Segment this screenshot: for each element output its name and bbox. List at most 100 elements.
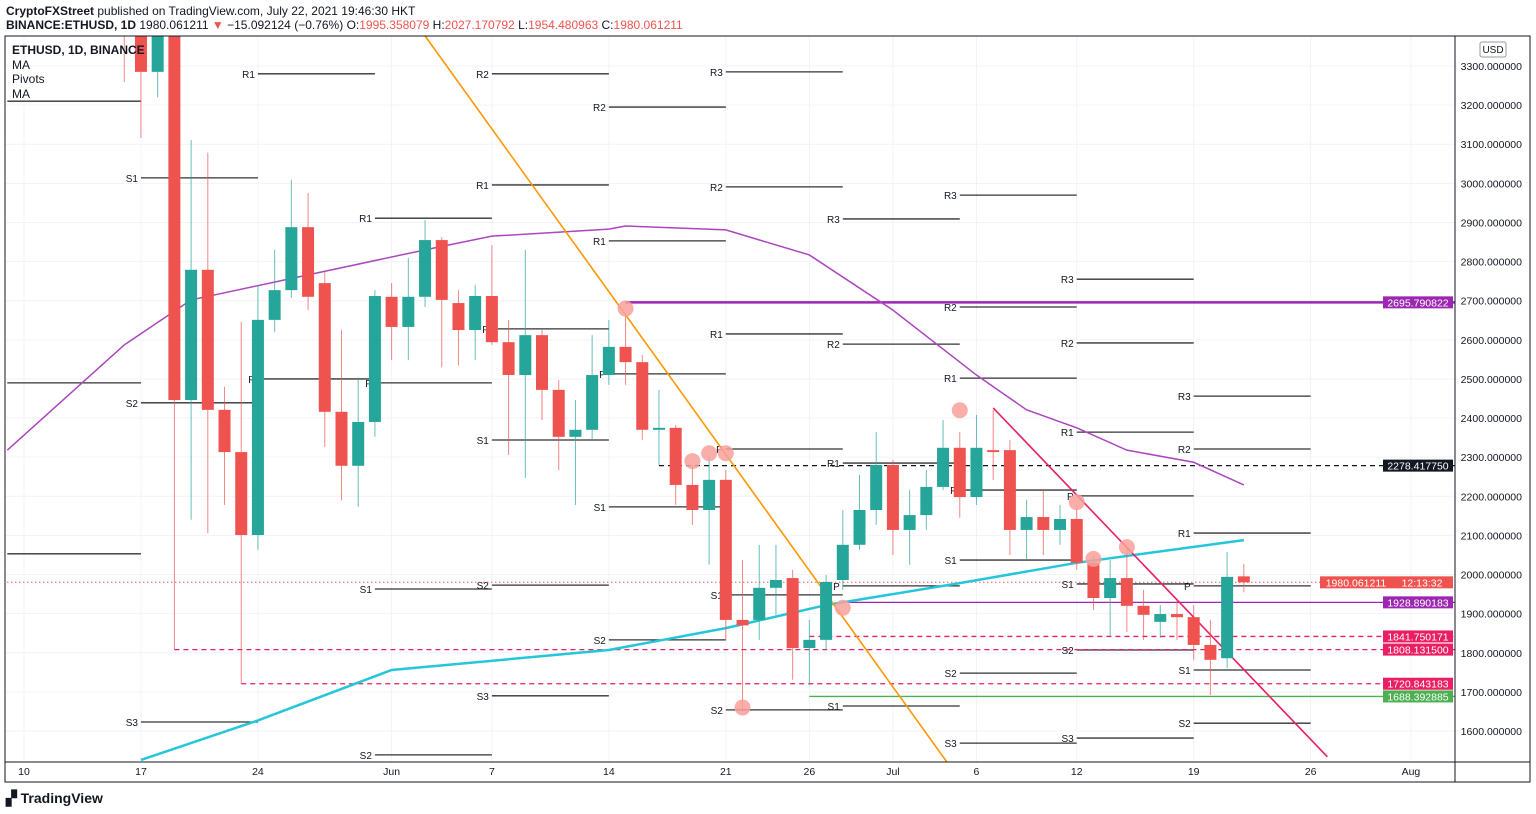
price-tick-label: 2200.000000: [1461, 491, 1522, 503]
price-label-badge: [1383, 690, 1453, 703]
candle-body: [1104, 578, 1117, 599]
high-value: 2027.170792: [444, 18, 515, 32]
price-label: 1928.890183: [1387, 597, 1448, 609]
price-label-badge: [1383, 296, 1453, 309]
signal-marker: [1118, 539, 1135, 556]
currency-label: USD: [1482, 45, 1503, 56]
pivot-label: R1: [1061, 428, 1074, 439]
pivot-label: P: [365, 379, 372, 390]
pivot-label: S1: [828, 702, 841, 713]
candle-body: [686, 484, 699, 510]
pivot-label: R2: [827, 340, 840, 351]
pivot-label: R2: [1061, 339, 1074, 350]
candle-body: [519, 335, 532, 376]
candle-body: [1187, 617, 1200, 645]
publisher: CryptoFXStreet: [6, 4, 95, 18]
low-value: 1954.480963: [528, 18, 599, 32]
date-tick-label: 10: [18, 766, 30, 778]
pivot-label: S1: [1061, 580, 1074, 591]
price-tick-label: 2400.000000: [1461, 413, 1522, 425]
candle-body: [485, 296, 498, 343]
price-label-badge: [1383, 630, 1453, 643]
symbol: BINANCE:ETHUSD, 1D: [6, 18, 137, 32]
pivot-label: S2: [0, 379, 5, 390]
signal-marker: [617, 300, 634, 317]
candle-body: [352, 421, 365, 466]
pivot-label: P: [1184, 582, 1191, 593]
candle-body: [970, 447, 983, 498]
pivot-label: P: [482, 325, 489, 336]
open-label: O:: [346, 18, 360, 32]
candle-body: [536, 335, 549, 390]
candle-body: [753, 587, 766, 620]
candle-body: [1037, 517, 1050, 530]
price-chart[interactable]: S1 S2 S3 S1 S2 S3 R1 P R1 P S1 S2 R2 R1 P S1 S2 S3 R2 R1 P S1…: [0, 0, 1536, 790]
currency-badge[interactable]: [1479, 41, 1507, 58]
pivot-label: S1: [711, 591, 724, 602]
close-label: C:: [601, 18, 614, 32]
candle-body: [1204, 644, 1217, 660]
pivot-label: R3: [944, 191, 957, 202]
candle-body: [619, 346, 632, 363]
price-label: 1980.061211: [1326, 577, 1387, 589]
date-tick-label: 12: [1071, 766, 1083, 778]
legend-ma-2[interactable]: MA: [12, 86, 30, 101]
trendline-pink: [992, 407, 1328, 758]
candle-body: [402, 296, 415, 327]
pivot-label: S1: [477, 436, 490, 447]
legend-pivots[interactable]: Pivots: [12, 72, 45, 86]
candle-body: [937, 447, 950, 487]
pivot-label: S3: [477, 692, 490, 703]
price-tick-label: 1800.000000: [1461, 648, 1522, 660]
candle-body: [652, 427, 665, 430]
pivot-label: P: [833, 582, 840, 593]
candle-body: [134, 36, 147, 72]
pivot-label: S2: [360, 751, 373, 762]
pivot-label: R1: [710, 330, 723, 341]
pivot-label: R2: [476, 70, 489, 81]
price-tick-label: 2100.000000: [1461, 530, 1522, 542]
candle-body: [318, 283, 331, 412]
pivot-label: R1: [242, 70, 255, 81]
pivot-label: R2: [593, 103, 606, 114]
candle-body: [251, 319, 264, 536]
candle-body: [1221, 576, 1234, 659]
pivot-label: R1: [944, 374, 957, 385]
pivot-label: R1: [476, 181, 489, 192]
pivot-label: S2: [477, 581, 490, 592]
pivot-label: R2: [944, 303, 957, 314]
pivot-label: S1: [360, 585, 373, 596]
candle-body: [569, 429, 582, 437]
candle-body: [736, 619, 749, 626]
price-label: 2278.417750: [1387, 461, 1448, 473]
candle-body: [920, 486, 933, 516]
date-tick-label: 6: [974, 766, 980, 778]
open-value: 1995.358079: [359, 18, 430, 32]
candle-body: [953, 447, 966, 498]
price-tick-label: 2800.000000: [1461, 257, 1522, 269]
candle-body: [1003, 450, 1016, 530]
pivot-label: R2: [1178, 445, 1191, 456]
price-label: 1808.131500: [1387, 645, 1448, 657]
candle-body: [452, 303, 465, 331]
candle-body: [987, 450, 1000, 453]
candle-body: [552, 389, 565, 437]
pivot-label: S2: [1061, 646, 1074, 657]
pivot-label: R3: [827, 215, 840, 226]
legend-ma[interactable]: MA: [12, 57, 30, 72]
signal-marker: [701, 445, 718, 462]
candle-body: [903, 515, 916, 530]
candle-body: [419, 240, 432, 297]
pivot-label: R1: [359, 214, 372, 225]
logo-text: TradingView: [20, 790, 103, 806]
ohlc-bar: BINANCE:ETHUSD, 1D 1980.061211 ▼ −15.092…: [6, 18, 683, 32]
pivot-label: R2: [710, 183, 723, 194]
date-tick-label: Jul: [886, 766, 899, 778]
candle-body: [151, 36, 164, 72]
pivot-label: S3: [126, 718, 139, 729]
candle-body: [368, 296, 381, 422]
tradingview-logo[interactable]: ▞ TradingView: [6, 790, 103, 807]
pivot-label: R1: [593, 237, 606, 248]
candle-body: [1170, 614, 1183, 618]
date-tick-label: 24: [252, 766, 264, 778]
